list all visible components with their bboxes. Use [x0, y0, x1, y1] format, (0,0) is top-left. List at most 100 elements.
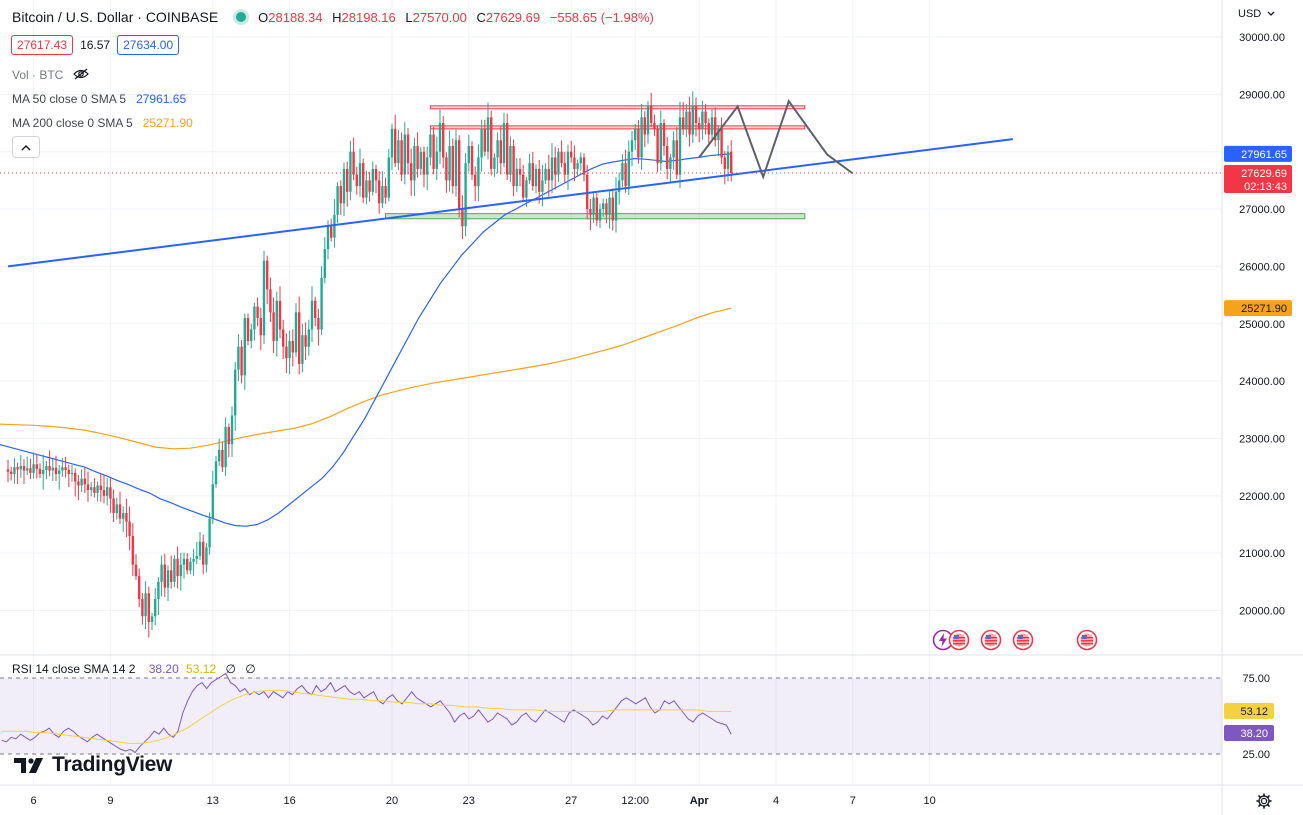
candle-107: [349, 140, 352, 201]
tradingview-logo[interactable]: TradingView: [14, 753, 172, 777]
candle-88: [288, 330, 291, 375]
candle-48: [160, 555, 163, 597]
us-flag-event-icon-4[interactable]: [1076, 629, 1098, 651]
candle-220: [710, 109, 714, 140]
symbol-header[interactable]: Bitcoin / U.S. Dollar · COINBASE O28188.…: [12, 6, 660, 28]
candle-18: [64, 456, 67, 478]
open-value: 28188.34: [268, 9, 323, 25]
candle-79: [259, 307, 262, 351]
candle-13: [48, 450, 51, 477]
candle-186: [602, 198, 605, 217]
candles: [6, 91, 733, 638]
candle-171: [554, 146, 557, 190]
candle-125: [406, 128, 410, 175]
candle-130: [422, 146, 426, 188]
candle-109: [355, 166, 358, 195]
candle-154: [499, 126, 502, 175]
close-label: C: [476, 9, 486, 25]
resistance-zone-0[interactable]: [429, 105, 806, 110]
rsi-line: [1, 672, 732, 754]
candle-121: [394, 114, 397, 167]
volume-indicator-legend[interactable]: Vol · BTC: [12, 68, 89, 82]
price-tick-label-7: 23000.00: [1239, 433, 1285, 445]
rsi-legend[interactable]: RSI 14 close SMA 14 2 38.20 53.12 ∅ ∅: [12, 662, 256, 676]
collapse-legend-button[interactable]: [12, 136, 40, 158]
candle-63: [208, 512, 211, 555]
candle-148: [480, 119, 483, 172]
time-axis[interactable]: 6 9 13 16 20 23 27 12:00 Apr 4 7 10: [31, 795, 936, 807]
candle-159: [515, 158, 518, 193]
trendline[interactable]: [7, 138, 1013, 268]
pattern-drawing[interactable]: [698, 99, 854, 180]
candle-153: [496, 132, 499, 174]
candle-166: [538, 160, 541, 204]
ma50-label: MA 50 close 0 SMA 5: [12, 92, 127, 106]
candle-223: [720, 117, 723, 165]
candle-9: [35, 453, 38, 479]
candle-36: [122, 506, 125, 532]
candle-70: [230, 406, 234, 457]
candle-5: [22, 458, 26, 484]
candle-33: [112, 489, 115, 523]
candle-133: [432, 127, 435, 175]
ma50-legend[interactable]: MA 50 close 0 SMA 5 27961.65: [12, 92, 186, 106]
candle-157: [509, 136, 512, 182]
sell-price-button[interactable]: 27617.43: [11, 35, 74, 55]
ma50-axis-label: 27961.65: [1224, 145, 1292, 162]
ma200-axis-label-text: 25271.90: [1241, 303, 1287, 315]
candle-106: [346, 161, 349, 207]
us-flag-event-icon-1[interactable]: [948, 629, 970, 651]
buy-price-button[interactable]: 27634.00: [117, 35, 180, 55]
settings-gear-icon[interactable]: [1256, 793, 1272, 809]
support-zone[interactable]: [385, 213, 806, 220]
currency-dropdown[interactable]: USD: [1238, 8, 1275, 20]
candle-178: [576, 159, 579, 176]
pattern-group[interactable]: [698, 99, 854, 180]
candle-62: [205, 543, 208, 573]
candle-39: [131, 523, 134, 577]
candle-60: [198, 532, 202, 561]
ma200-line-group: [0, 307, 732, 450]
candle-217: [701, 100, 704, 140]
price-axis[interactable]: 30000.0029000.0028000.0027000.0026000.00…: [1224, 32, 1292, 761]
candle-199: [643, 111, 646, 148]
resistance-zone-1[interactable]: [429, 125, 806, 130]
eye-hidden-icon[interactable]: [72, 68, 89, 80]
candle-183: [592, 193, 595, 223]
candle-69: [227, 423, 230, 458]
last-axis-label-text: 27629.69: [1241, 168, 1287, 180]
ma200-legend[interactable]: MA 200 close 0 SMA 5 25271.90: [12, 116, 193, 130]
chevron-up-icon: [21, 144, 31, 150]
symbol-title[interactable]: Bitcoin / U.S. Dollar · COINBASE: [12, 9, 219, 25]
candle-149: [483, 119, 486, 157]
price-tick-label-6: 24000.00: [1239, 376, 1285, 388]
price-tick-label-3: 27000.00: [1239, 204, 1285, 216]
candle-209: [675, 127, 678, 180]
time-tick-label-8: Apr: [690, 795, 710, 807]
candle-113: [368, 171, 371, 202]
candle-44: [147, 586, 150, 638]
candle-103: [336, 182, 339, 224]
candle-85: [278, 286, 282, 339]
candle-122: [397, 130, 400, 171]
candle-115: [374, 164, 378, 194]
candle-1: [10, 466, 13, 481]
candle-123: [400, 132, 403, 182]
candle-105: [342, 162, 346, 217]
rsi-extra-2: ∅: [245, 662, 256, 676]
us-flag-event-icon-3[interactable]: [1012, 629, 1034, 651]
time-tick-label-0: 6: [31, 795, 37, 807]
trendline-group[interactable]: [7, 138, 1013, 268]
candle-188: [608, 190, 611, 229]
candle-182: [589, 198, 592, 231]
candle-99: [323, 237, 326, 284]
candle-170: [550, 143, 554, 194]
event-lightning-icon[interactable]: [932, 629, 954, 651]
time-tick-label-1: 9: [107, 795, 113, 807]
price-zones[interactable]: [385, 105, 806, 220]
ma50-axis-label-text: 27961.65: [1241, 149, 1287, 161]
time-tick-label-5: 23: [463, 795, 475, 807]
candle-6: [26, 456, 29, 475]
us-flag-event-icon-2[interactable]: [980, 629, 1002, 651]
